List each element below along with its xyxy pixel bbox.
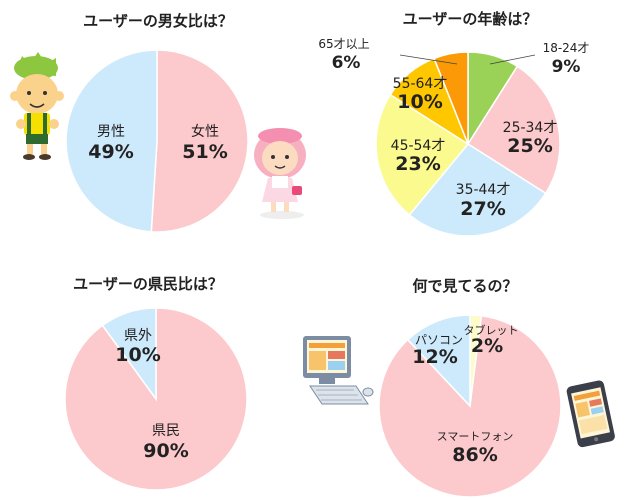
age-value-18-24: 9% bbox=[552, 57, 581, 77]
gender-slice-0 bbox=[150, 49, 249, 233]
age-slice-2 bbox=[408, 143, 547, 237]
prefecture-pie bbox=[64, 307, 248, 491]
gender-slice-1 bbox=[65, 49, 158, 233]
age-label-65-plus: 65才以上 bbox=[318, 37, 369, 51]
device-chart: 何で見てるの？ タブレット 2% スマートフォン 86% パソコン 12% bbox=[378, 277, 562, 498]
gender-label-female: 女性 bbox=[191, 123, 219, 140]
age-slice-1 bbox=[466, 65, 561, 195]
prefecture-chart: ユーザーの県民比は？ 県民 90% 県外 10% bbox=[64, 275, 248, 491]
device-label-tablet: タブレット bbox=[464, 323, 519, 337]
gender-pie bbox=[65, 49, 249, 233]
gender-value-male: 49% bbox=[88, 141, 133, 163]
device-label-smartphone: スマートフォン bbox=[437, 430, 514, 443]
age-label-55-64: 55-64才 bbox=[393, 76, 448, 92]
prefecture-title: ユーザーの県民比は？ bbox=[73, 275, 223, 293]
age-chart: ユーザーの年齢は？ 18-24才 9% 25-34才 25% 35-44才 27… bbox=[318, 10, 590, 237]
device-value-tablet: 2% bbox=[471, 335, 503, 357]
age-slice-5 bbox=[433, 51, 469, 145]
age-value-25-34: 25% bbox=[507, 135, 552, 157]
age-title: ユーザーの年齢は？ bbox=[403, 10, 538, 28]
age-value-35-44: 27% bbox=[460, 198, 505, 220]
device-value-smartphone: 86% bbox=[452, 444, 497, 466]
device-label-pc: パソコン bbox=[415, 333, 463, 347]
device-title: 何で見てるの？ bbox=[412, 277, 517, 295]
girl-illustration bbox=[254, 128, 306, 219]
gender-label-male: 男性 bbox=[97, 124, 125, 140]
prefecture-value-outside: 10% bbox=[115, 344, 160, 366]
age-value-55-64: 10% bbox=[397, 91, 442, 113]
age-label-45-54: 45-54才 bbox=[391, 138, 446, 154]
prefecture-label-resident: 県民 bbox=[152, 423, 180, 439]
boy-illustration bbox=[10, 52, 64, 160]
age-label-25-34: 25-34才 bbox=[503, 120, 558, 136]
prefecture-slice-1 bbox=[101, 307, 157, 402]
gender-title: ユーザーの男女比は？ bbox=[83, 12, 233, 30]
gender-value-female: 51% bbox=[182, 141, 227, 163]
age-value-45-54: 23% bbox=[395, 153, 440, 175]
age-slice-3 bbox=[375, 93, 470, 216]
device-slice-2 bbox=[406, 314, 471, 408]
desktop-computer-illustration bbox=[303, 336, 374, 405]
smartphone-illustration bbox=[566, 380, 615, 448]
age-label-35-44: 35-44才 bbox=[456, 182, 511, 198]
gender-chart: ユーザーの男女比は？ 女性 51% 男性 49% bbox=[65, 12, 249, 233]
device-pie bbox=[378, 314, 562, 498]
age-value-65-plus: 6% bbox=[332, 53, 361, 73]
leader-line-65 bbox=[399, 54, 458, 65]
age-pie bbox=[375, 51, 561, 237]
device-value-pc: 12% bbox=[412, 346, 457, 368]
leader-line-18 bbox=[489, 54, 536, 65]
prefecture-value-resident: 90% bbox=[143, 440, 188, 462]
age-label-18-24: 18-24才 bbox=[543, 41, 590, 55]
prefecture-label-outside: 県外 bbox=[124, 328, 152, 344]
